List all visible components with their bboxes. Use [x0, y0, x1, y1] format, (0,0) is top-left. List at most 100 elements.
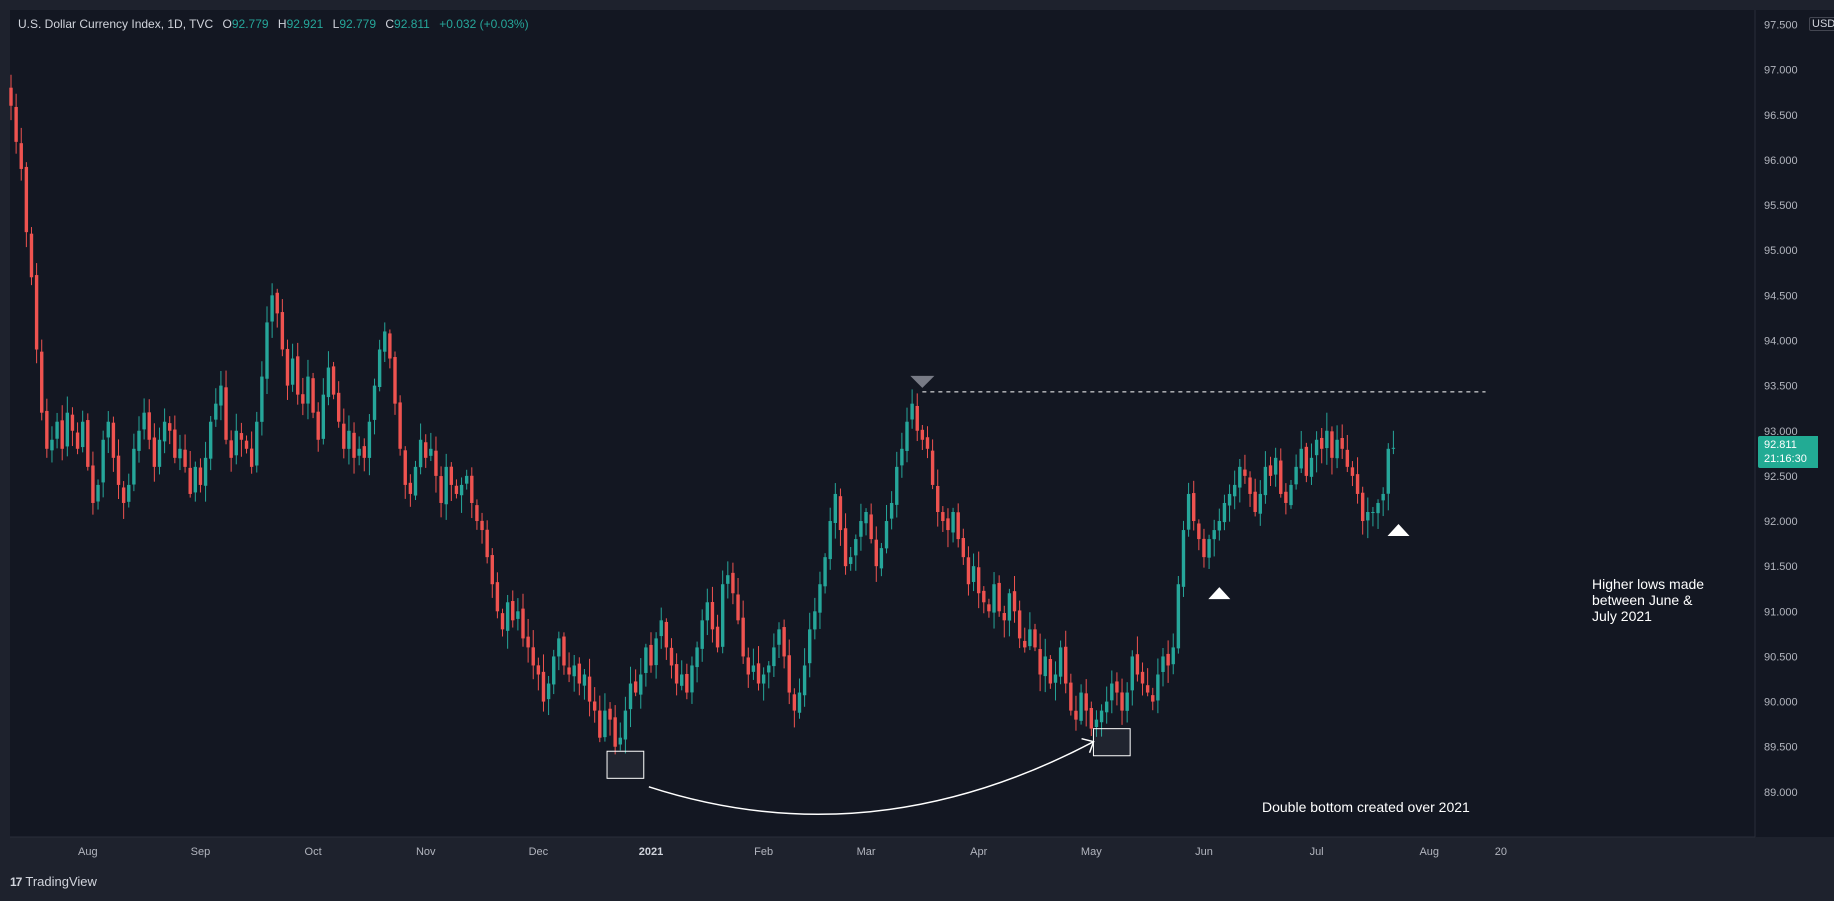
candle: [521, 593, 525, 647]
candle-body: [884, 521, 889, 549]
candle: [1038, 633, 1042, 692]
candle-body: [398, 402, 402, 449]
candle: [424, 434, 428, 468]
chart-background: [10, 10, 1755, 837]
candle-body: [1125, 692, 1129, 711]
candle-body: [731, 572, 735, 594]
candle-body: [1258, 493, 1262, 514]
candle-body: [843, 528, 848, 567]
tradingview-brand[interactable]: 17 TradingView: [10, 874, 97, 889]
candle: [1074, 695, 1078, 731]
candle: [1104, 686, 1109, 724]
candle: [336, 381, 341, 428]
candle-body: [925, 437, 930, 449]
candle-body: [1176, 584, 1181, 649]
close-value: 92.811: [394, 17, 430, 31]
candle-body: [444, 466, 448, 505]
candle: [1023, 627, 1027, 653]
candle-body: [531, 647, 535, 666]
candle: [874, 526, 878, 582]
candle-body: [1084, 693, 1088, 711]
candle: [234, 413, 238, 465]
symbol-title[interactable]: U.S. Dollar Currency Index, 1D, TVC: [18, 17, 214, 31]
candle: [393, 351, 397, 415]
time-tick-label: Nov: [416, 846, 436, 858]
candle-body: [961, 538, 966, 558]
candle: [818, 571, 822, 629]
candle: [34, 263, 39, 364]
bar-countdown: 21:16:30: [1764, 453, 1807, 465]
time-tick-label: Apr: [970, 846, 987, 858]
candle-body: [756, 663, 761, 684]
open-value: 92.779: [231, 17, 269, 31]
candle-body: [347, 430, 351, 449]
candle: [1151, 687, 1155, 711]
candle: [132, 433, 136, 492]
candle: [644, 643, 648, 687]
candle: [331, 361, 336, 400]
candle: [193, 461, 198, 502]
candle: [1360, 486, 1365, 535]
candle-body: [162, 421, 167, 442]
candle-body: [874, 539, 878, 567]
candle: [75, 422, 80, 455]
candle: [531, 630, 535, 680]
candle-body: [203, 457, 208, 486]
candle-body: [219, 385, 223, 406]
candle: [50, 426, 54, 463]
candle-body: [96, 484, 100, 502]
candle: [260, 361, 264, 436]
candle: [372, 378, 377, 435]
candle-body: [285, 348, 290, 386]
symbol-legend[interactable]: U.S. Dollar Currency Index, 1D, TVC O92.…: [18, 17, 529, 31]
candle-body: [1171, 647, 1175, 665]
candle: [1212, 519, 1216, 557]
low-value: 92.779: [339, 17, 377, 31]
candle: [1079, 684, 1083, 725]
candle-body: [649, 644, 653, 666]
price-tick-label: 91.000: [1764, 606, 1798, 618]
price-tick-label: 93.500: [1764, 381, 1798, 393]
candle: [362, 438, 366, 472]
candle: [275, 288, 279, 328]
candle: [255, 411, 259, 473]
candle-body: [439, 476, 443, 503]
candle-body: [511, 601, 515, 621]
candle-body: [1304, 446, 1309, 476]
candle-body: [342, 423, 346, 449]
time-tick-label: Jul: [1310, 846, 1324, 858]
candle-body: [674, 664, 679, 684]
candle-body: [1386, 448, 1390, 494]
candle: [848, 546, 853, 571]
double-bottom-annotation: Double bottom created over 2021: [1262, 799, 1470, 815]
candle-body: [383, 331, 387, 352]
candle: [80, 410, 85, 453]
candle-body: [168, 423, 172, 431]
price-axis-background[interactable]: [1755, 10, 1834, 837]
candle: [1222, 494, 1227, 531]
candle-body: [557, 638, 561, 657]
candle: [567, 652, 571, 683]
candle-body: [1197, 523, 1201, 540]
candle-body: [587, 676, 592, 702]
price-tick-label: 93.000: [1764, 426, 1798, 438]
candle: [572, 654, 576, 692]
candle-body: [705, 602, 710, 621]
candle: [1064, 630, 1068, 694]
candle-body: [956, 512, 960, 540]
candle: [265, 306, 269, 394]
annotation-line: Higher lows made: [1592, 576, 1704, 592]
candle-body: [1320, 437, 1324, 449]
tradingview-logo-icon: 17: [10, 874, 22, 889]
candle-body: [598, 710, 602, 738]
annotation-line: July 2021: [1592, 608, 1652, 624]
candle: [1263, 451, 1268, 504]
candle-body: [567, 667, 571, 675]
candle-body: [142, 412, 146, 430]
candle-body: [393, 357, 397, 404]
candle-body: [132, 448, 136, 485]
candle-body: [736, 594, 740, 621]
currency-badge[interactable]: USD: [1809, 17, 1834, 31]
